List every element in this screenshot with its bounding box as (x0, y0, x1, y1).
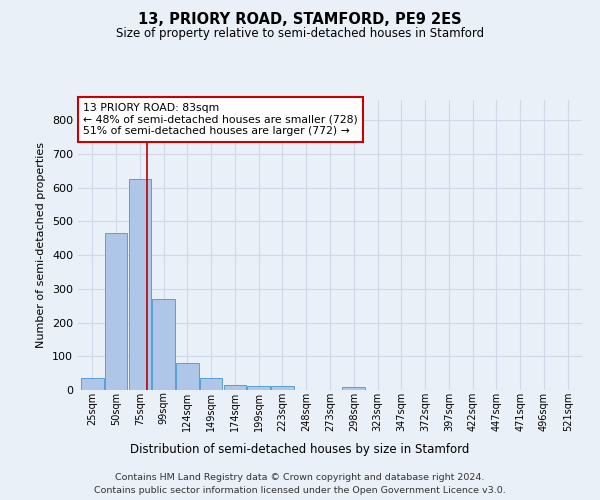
Text: Distribution of semi-detached houses by size in Stamford: Distribution of semi-detached houses by … (130, 442, 470, 456)
Text: Contains public sector information licensed under the Open Government Licence v3: Contains public sector information licen… (94, 486, 506, 495)
Y-axis label: Number of semi-detached properties: Number of semi-detached properties (37, 142, 46, 348)
Text: Contains HM Land Registry data © Crown copyright and database right 2024.: Contains HM Land Registry data © Crown c… (115, 472, 485, 482)
Bar (81, 378, 104, 390)
Bar (247, 386, 270, 390)
Text: Size of property relative to semi-detached houses in Stamford: Size of property relative to semi-detach… (116, 28, 484, 40)
Bar (128, 179, 151, 390)
Bar (343, 388, 365, 390)
Bar (200, 378, 223, 390)
Bar (176, 363, 199, 390)
Bar (224, 385, 246, 390)
Text: 13, PRIORY ROAD, STAMFORD, PE9 2ES: 13, PRIORY ROAD, STAMFORD, PE9 2ES (138, 12, 462, 28)
Bar (105, 233, 127, 390)
Text: 13 PRIORY ROAD: 83sqm
← 48% of semi-detached houses are smaller (728)
51% of sem: 13 PRIORY ROAD: 83sqm ← 48% of semi-deta… (83, 103, 358, 136)
Bar (152, 299, 175, 390)
Bar (271, 386, 294, 390)
